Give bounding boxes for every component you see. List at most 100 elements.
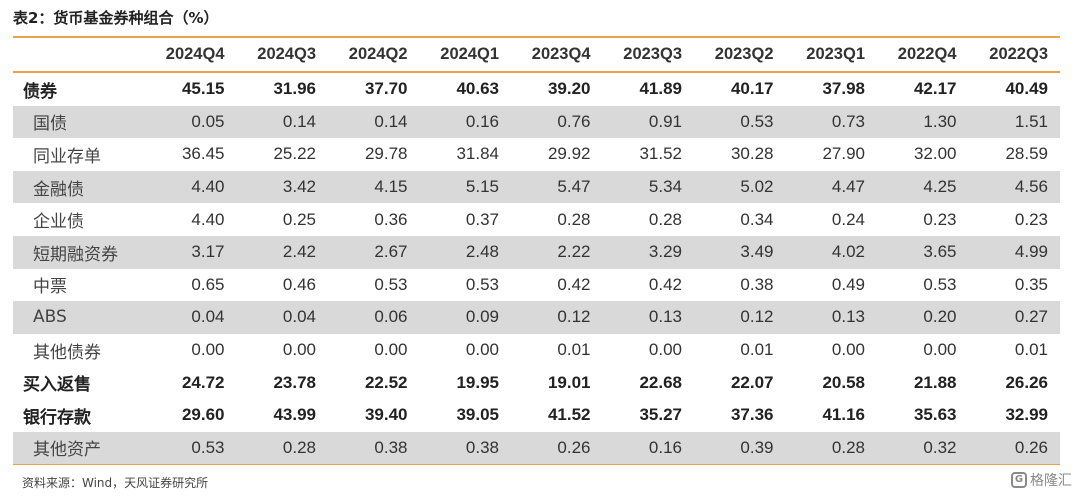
table-cell: 41.89 <box>639 79 682 99</box>
table-cell: 1.30 <box>923 111 957 131</box>
row-label: ABS <box>33 307 67 328</box>
table-cell: 0.12 <box>740 307 774 327</box>
table-cell: 0.00 <box>374 340 408 360</box>
table-cell: 2.22 <box>557 242 591 262</box>
table-cell: 40.17 <box>730 79 774 99</box>
top-rule <box>13 36 1060 38</box>
table-cell: 32.00 <box>913 144 957 164</box>
table-cell: 32.99 <box>1005 405 1048 425</box>
table-cell: 1.51 <box>1014 111 1048 131</box>
table-row: 中票 0.65 0.46 0.53 0.53 0.42 0.42 0.38 0.49 0.53 0.… <box>13 269 1060 302</box>
table-cell: 3.49 <box>740 242 774 262</box>
table-cell: 0.38 <box>740 274 774 294</box>
table-cell: 0.37 <box>465 209 499 229</box>
col-header: 2023Q1 <box>806 45 865 63</box>
table-cell: 40.63 <box>456 79 499 99</box>
table-cell: 0.00 <box>282 340 316 360</box>
row-label: 其他债券 <box>33 342 101 363</box>
table-cell: 24.72 <box>181 372 225 392</box>
table-cell: 3.29 <box>648 242 682 262</box>
table-cell: 4.47 <box>831 177 865 197</box>
table-cell: 0.34 <box>740 209 774 229</box>
table-cell: 0.05 <box>191 111 225 131</box>
table-cell: 0.00 <box>191 340 225 360</box>
table-cell: 2.48 <box>465 242 499 262</box>
table-cell: 4.99 <box>1014 242 1048 262</box>
col-header: 2024Q3 <box>257 45 316 63</box>
col-header: 2023Q3 <box>623 45 682 63</box>
table-cell: 39.20 <box>547 79 591 99</box>
table-cell: 25.22 <box>273 144 316 164</box>
table-cell: 4.40 <box>191 209 225 229</box>
table-cell: 0.53 <box>191 437 225 457</box>
table-cell: 4.56 <box>1014 177 1048 197</box>
table-cell: 0.39 <box>740 437 774 457</box>
col-header: 2023Q4 <box>531 45 591 63</box>
table-cell: 3.17 <box>191 242 225 262</box>
table-cell: 0.46 <box>282 274 316 294</box>
table-row: ABS 0.04 0.04 0.06 0.09 0.12 0.13 0.12 0.13 0.20 0… <box>13 301 1060 334</box>
table-cell: 29.92 <box>547 144 591 164</box>
table-cell: 0.13 <box>831 307 865 327</box>
table-cell: 4.15 <box>374 177 408 197</box>
row-label: 中票 <box>33 277 67 298</box>
table-cell: 4.25 <box>923 177 957 197</box>
table-cell: 0.23 <box>923 209 957 229</box>
table-cell: 28.59 <box>1005 144 1048 164</box>
table-cell: 26.26 <box>1005 372 1048 392</box>
table-cell: 5.02 <box>740 177 774 197</box>
table-cell: 0.28 <box>282 437 316 457</box>
table-cell: 0.35 <box>1014 274 1048 294</box>
table-cell: 21.88 <box>913 372 957 392</box>
table-cell: 41.52 <box>547 405 591 425</box>
row-label: 债券 <box>23 81 57 102</box>
table-cell: 0.00 <box>831 340 865 360</box>
table-cell: 19.01 <box>547 372 591 392</box>
table-cell: 0.13 <box>648 307 682 327</box>
table-cell: 0.26 <box>1014 437 1048 457</box>
table-cell: 0.16 <box>465 111 499 131</box>
table-cell: 0.53 <box>465 274 499 294</box>
bottom-rule <box>13 464 1060 466</box>
table-cell: 4.40 <box>191 177 225 197</box>
table-cell: 0.28 <box>557 209 591 229</box>
table-cell: 37.70 <box>364 79 408 99</box>
table-cell: 4.02 <box>831 242 865 262</box>
table-cell: 29.60 <box>181 405 225 425</box>
table-cell: 0.32 <box>923 437 957 457</box>
table-cell: 3.42 <box>282 177 316 197</box>
portfolio-table: 2024Q4 2024Q3 2024Q2 2024Q1 2023Q4 2023Q… <box>13 36 1060 466</box>
table-row: 买入返售 24.72 23.78 22.52 19.95 19.01 22.68 22.07 2… <box>13 366 1060 399</box>
table-cell: 0.01 <box>740 340 774 360</box>
table-cell: 0.04 <box>282 307 316 327</box>
table-cell: 2.42 <box>282 242 316 262</box>
table-row: 金融债 4.40 3.42 4.15 5.15 5.47 5.34 5.02 4.47 4.25 4… <box>13 170 1060 204</box>
table-cell: 31.52 <box>639 144 682 164</box>
row-label: 买入返售 <box>23 375 91 396</box>
table-cell: 0.76 <box>557 111 591 131</box>
table-cell: 0.20 <box>923 307 957 327</box>
table-cell: 39.40 <box>364 405 408 425</box>
table-cell: 45.15 <box>181 79 225 99</box>
table-row: 债券 45.15 31.96 37.70 40.63 39.20 41.89 40.17 37.… <box>13 73 1060 106</box>
table-cell: 31.96 <box>273 79 316 99</box>
table-cell: 0.01 <box>1014 340 1048 360</box>
table-cell: 0.24 <box>831 209 865 229</box>
table-cell: 23.78 <box>273 372 316 392</box>
table-row: 短期融资券 3.17 2.42 2.67 2.48 2.22 3.29 3.49 4.02 3.6… <box>13 235 1060 269</box>
table-cell: 37.36 <box>730 405 774 425</box>
table-cell: 0.38 <box>374 437 408 457</box>
row-label: 银行存款 <box>23 407 91 428</box>
table-cell: 0.38 <box>465 437 499 457</box>
table-cell: 0.26 <box>557 437 591 457</box>
table-cell: 3.65 <box>923 242 957 262</box>
table-cell: 0.42 <box>648 274 682 294</box>
table-cell: 0.65 <box>191 274 225 294</box>
row-label: 国债 <box>33 114 67 135</box>
table-row: 其他资产 0.53 0.28 0.38 0.38 0.26 0.16 0.39 0.28 0.32… <box>13 431 1060 465</box>
table-cell: 0.23 <box>1014 209 1048 229</box>
table-cell: 0.00 <box>923 340 957 360</box>
table-cell: 0.00 <box>648 340 682 360</box>
table-body: 债券 45.15 31.96 37.70 40.63 39.20 41.89 40.17 37.… <box>13 73 1060 465</box>
row-label: 同业存单 <box>33 146 101 167</box>
